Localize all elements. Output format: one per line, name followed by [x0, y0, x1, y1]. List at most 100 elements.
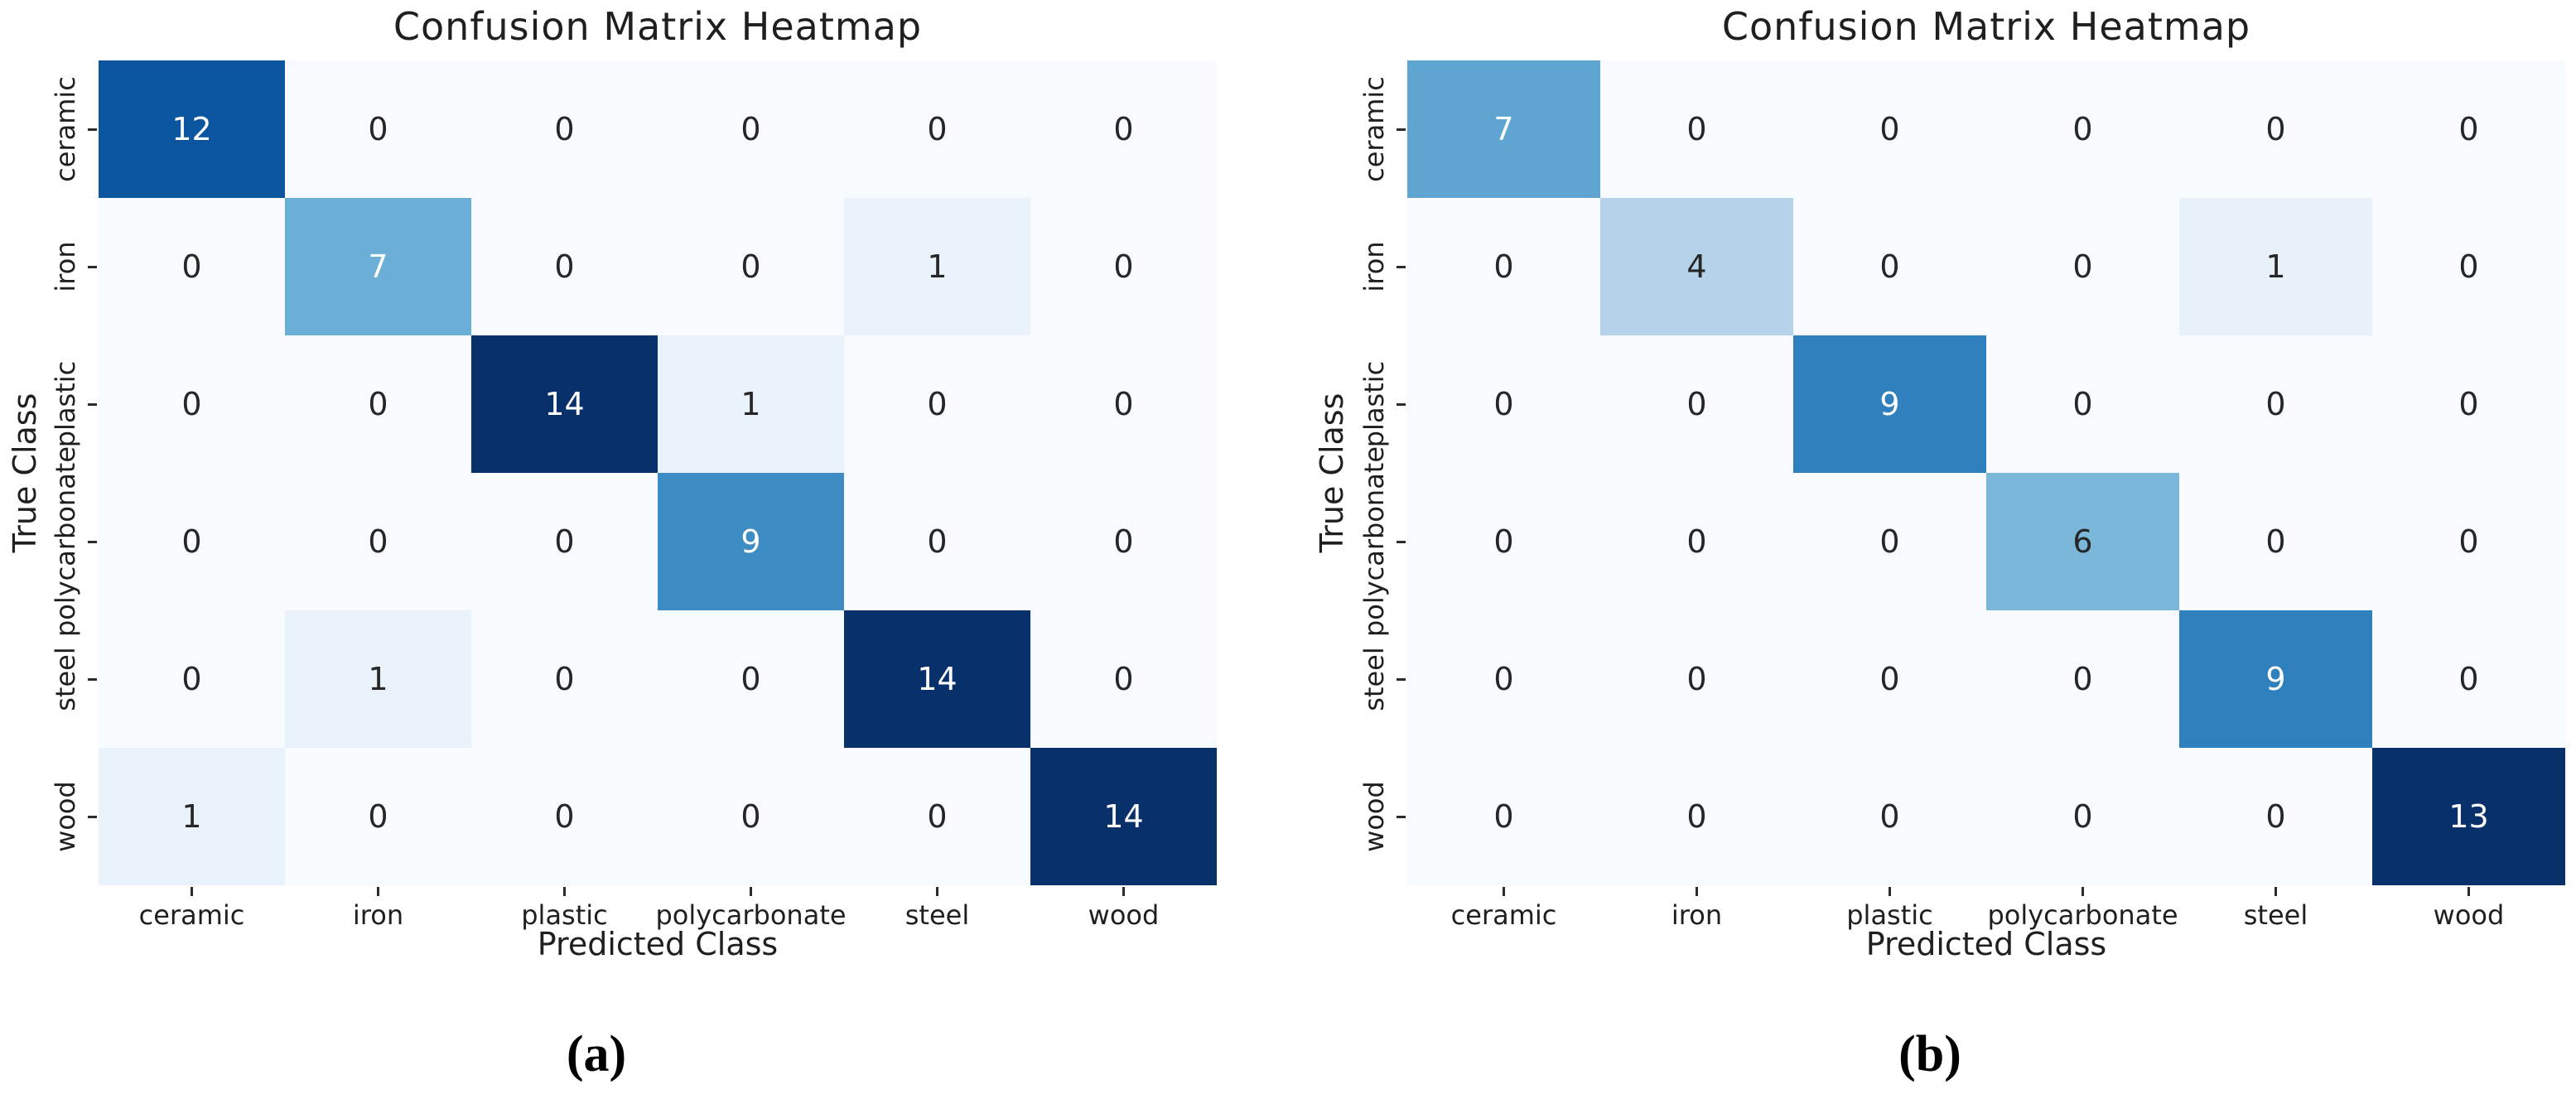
- y-tick-mark: [88, 265, 97, 268]
- panel-a-heatmap: 12 0 0 0 0 0 0 7 0 0 1 0 0 0 14 1 0 0 0 0 0 9 0 0 0 1 0 0 14 0 1 0 0 0 0 14: [99, 60, 1217, 885]
- cell-value: 0: [1493, 248, 1514, 285]
- cell-value: 13: [2448, 798, 2489, 835]
- y-tick-label-b-iron: iron: [1358, 241, 1390, 292]
- x-tick-mark: [1503, 887, 1505, 896]
- panel-b-caption: (b): [1898, 1026, 1961, 1082]
- cell-value: 0: [1493, 523, 1514, 560]
- heatmap-cell-b-wood-polycarbonate: 0: [1986, 748, 2179, 885]
- cell-value: 9: [740, 523, 761, 560]
- heatmap-cell-b-wood-ceramic: 0: [1407, 748, 1600, 885]
- y-tick-mark: [88, 677, 97, 681]
- panel-b-ylabel: True Class: [1314, 393, 1350, 553]
- cell-value: 0: [1493, 386, 1514, 422]
- cell-value: 6: [2072, 523, 2093, 560]
- heatmap-cell-a-iron-wood: 0: [1030, 198, 1217, 335]
- cell-value: 1: [740, 386, 761, 422]
- heatmap-cell-a-iron-iron: 7: [285, 198, 471, 335]
- y-tick-label-a-ceramic: ceramic: [50, 76, 81, 182]
- cell-value: 0: [1686, 386, 1707, 422]
- cell-value: 0: [1879, 798, 1900, 835]
- cell-value: 0: [368, 386, 388, 422]
- cell-value: 0: [1113, 248, 1134, 285]
- heatmap-cell-b-ceramic-plastic: 0: [1793, 60, 1986, 198]
- x-tick-label-b-wood: wood: [2433, 899, 2505, 931]
- cell-value: 0: [1686, 111, 1707, 147]
- x-tick-mark: [2082, 887, 2084, 896]
- panel-b-xlabel: Predicted Class: [1865, 926, 2107, 962]
- cell-value: 14: [1103, 798, 1144, 835]
- cell-value: 0: [554, 111, 575, 147]
- heatmap-cell-a-ceramic-iron: 0: [285, 60, 471, 198]
- cell-value: 0: [1879, 248, 1900, 285]
- y-tick-mark: [88, 540, 97, 543]
- cell-value: 0: [1879, 111, 1900, 147]
- cell-value: 0: [181, 248, 202, 285]
- heatmap-cell-b-steel-ceramic: 0: [1407, 610, 1600, 748]
- y-tick-label-a-iron: iron: [50, 241, 81, 292]
- cell-value: 0: [1879, 661, 1900, 697]
- cell-value: 0: [181, 661, 202, 697]
- cell-value: 0: [927, 798, 948, 835]
- cell-value: 0: [1113, 523, 1134, 560]
- y-tick-mark: [1397, 677, 1406, 681]
- cell-value: 1: [927, 248, 948, 285]
- heatmap-cell-a-steel-iron: 1: [285, 610, 471, 748]
- cell-value: 0: [1113, 661, 1134, 697]
- heatmap-cell-b-iron-iron: 4: [1600, 198, 1793, 335]
- heatmap-cell-a-plastic-steel: 0: [844, 335, 1030, 473]
- cell-value: 0: [1113, 111, 1134, 147]
- cell-value: 0: [1493, 798, 1514, 835]
- x-tick-label-a-ceramic: ceramic: [138, 899, 245, 931]
- panel-a-ylabel: True Class: [7, 393, 43, 553]
- heatmap-cell-a-ceramic-wood: 0: [1030, 60, 1217, 198]
- heatmap-cell-b-wood-plastic: 0: [1793, 748, 1986, 885]
- panel-a-caption: (a): [566, 1026, 627, 1082]
- y-tick-label-a-polycarbonate: polycarbonate: [50, 446, 81, 638]
- cell-value: 14: [917, 661, 958, 697]
- y-tick-mark: [1397, 815, 1406, 818]
- heatmap-cell-b-steel-iron: 0: [1600, 610, 1793, 748]
- x-tick-mark: [2467, 887, 2470, 896]
- x-tick-mark: [563, 887, 566, 896]
- heatmap-cell-a-wood-iron: 0: [285, 748, 471, 885]
- cell-value: 0: [368, 111, 388, 147]
- cell-value: 0: [740, 798, 761, 835]
- cell-value: 0: [1879, 523, 1900, 560]
- heatmap-cell-a-iron-polycarbonate: 0: [658, 198, 844, 335]
- heatmap-cell-a-plastic-polycarbonate: 1: [658, 335, 844, 473]
- x-tick-label-a-plastic: plastic: [521, 899, 608, 931]
- y-tick-label-b-ceramic: ceramic: [1358, 76, 1390, 182]
- cell-value: 0: [1686, 523, 1707, 560]
- cell-value: 0: [2458, 248, 2479, 285]
- cell-value: 0: [2265, 386, 2286, 422]
- cell-value: 0: [2265, 798, 2286, 835]
- x-tick-mark: [1122, 887, 1125, 896]
- y-tick-label-a-plastic: plastic: [50, 360, 81, 448]
- cell-value: 0: [554, 248, 575, 285]
- cell-value: 0: [740, 111, 761, 147]
- heatmap-cell-a-wood-polycarbonate: 0: [658, 748, 844, 885]
- heatmap-cell-a-ceramic-polycarbonate: 0: [658, 60, 844, 198]
- heatmap-cell-b-plastic-wood: 0: [2372, 335, 2565, 473]
- x-tick-label-a-polycarbonate: polycarbonate: [655, 899, 847, 931]
- heatmap-cell-b-iron-polycarbonate: 0: [1986, 198, 2179, 335]
- y-tick-mark: [1397, 128, 1406, 131]
- heatmap-cell-b-plastic-iron: 0: [1600, 335, 1793, 473]
- x-tick-mark: [377, 887, 379, 896]
- y-tick-mark: [88, 815, 97, 818]
- y-tick-label-a-steel: steel: [50, 647, 81, 711]
- heatmap-cell-b-polycarbonate-polycarbonate: 6: [1986, 473, 2179, 610]
- heatmap-cell-a-plastic-wood: 0: [1030, 335, 1217, 473]
- cell-value: 0: [2072, 798, 2093, 835]
- heatmap-cell-b-wood-iron: 0: [1600, 748, 1793, 885]
- x-tick-label-b-iron: iron: [1671, 899, 1723, 931]
- heatmap-cell-a-steel-ceramic: 0: [99, 610, 285, 748]
- heatmap-cell-a-plastic-iron: 0: [285, 335, 471, 473]
- heatmap-cell-a-iron-steel: 1: [844, 198, 1030, 335]
- heatmap-cell-b-polycarbonate-wood: 0: [2372, 473, 2565, 610]
- heatmap-cell-a-steel-polycarbonate: 0: [658, 610, 844, 748]
- x-tick-label-b-ceramic: ceramic: [1450, 899, 1557, 931]
- heatmap-cell-a-plastic-ceramic: 0: [99, 335, 285, 473]
- x-tick-mark: [1889, 887, 1891, 896]
- heatmap-cell-b-plastic-ceramic: 0: [1407, 335, 1600, 473]
